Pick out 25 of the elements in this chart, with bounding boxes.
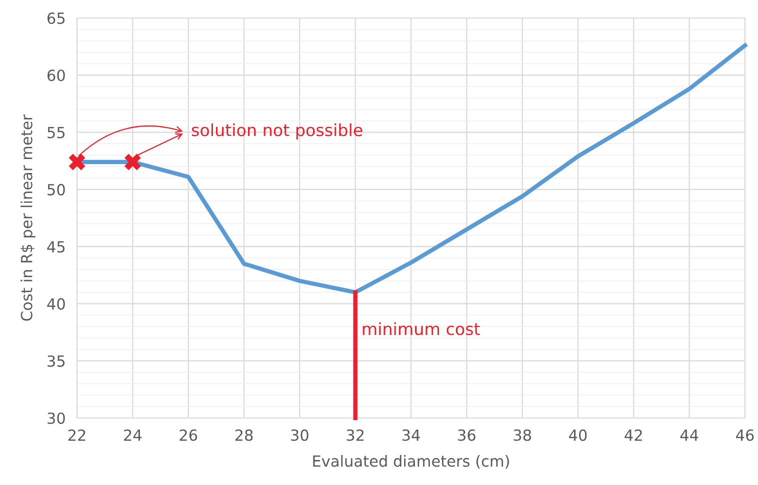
x-tick-label: 28 <box>235 429 253 441</box>
x-axis-title: Evaluated diameters (cm) <box>313 455 509 469</box>
y-tick-label: 30 <box>48 412 65 424</box>
x-tick-label: 32 <box>346 429 364 441</box>
y-tick-label: 45 <box>47 241 65 253</box>
x-tick-label: 46 <box>736 429 754 441</box>
y-tick-label: 50 <box>48 184 65 196</box>
x-tick-label: 44 <box>680 430 698 441</box>
x-tick-label: 30 <box>291 429 308 441</box>
y-axis-title: Cost in R$ per linear meter <box>20 114 36 321</box>
x-tick-label: 26 <box>180 429 198 441</box>
annotation: minimum cost <box>362 322 480 336</box>
x-tick-label: 22 <box>68 429 86 441</box>
annotation: solution not possible <box>192 123 362 140</box>
y-tick-label: 65 <box>48 12 65 24</box>
x-tick-label: 38 <box>514 429 532 441</box>
x-tick-label: 42 <box>624 429 642 441</box>
y-tick-label: 40 <box>47 298 65 310</box>
x-tick-label: 40 <box>569 429 587 441</box>
x-tick-label: 24 <box>124 429 142 441</box>
y-tick-label: 55 <box>48 126 65 138</box>
x-tick-label: 36 <box>458 429 476 441</box>
x-tick-label: 34 <box>402 429 420 441</box>
y-tick-label: 35 <box>48 355 65 367</box>
y-tick-label: 60 <box>48 70 65 82</box>
